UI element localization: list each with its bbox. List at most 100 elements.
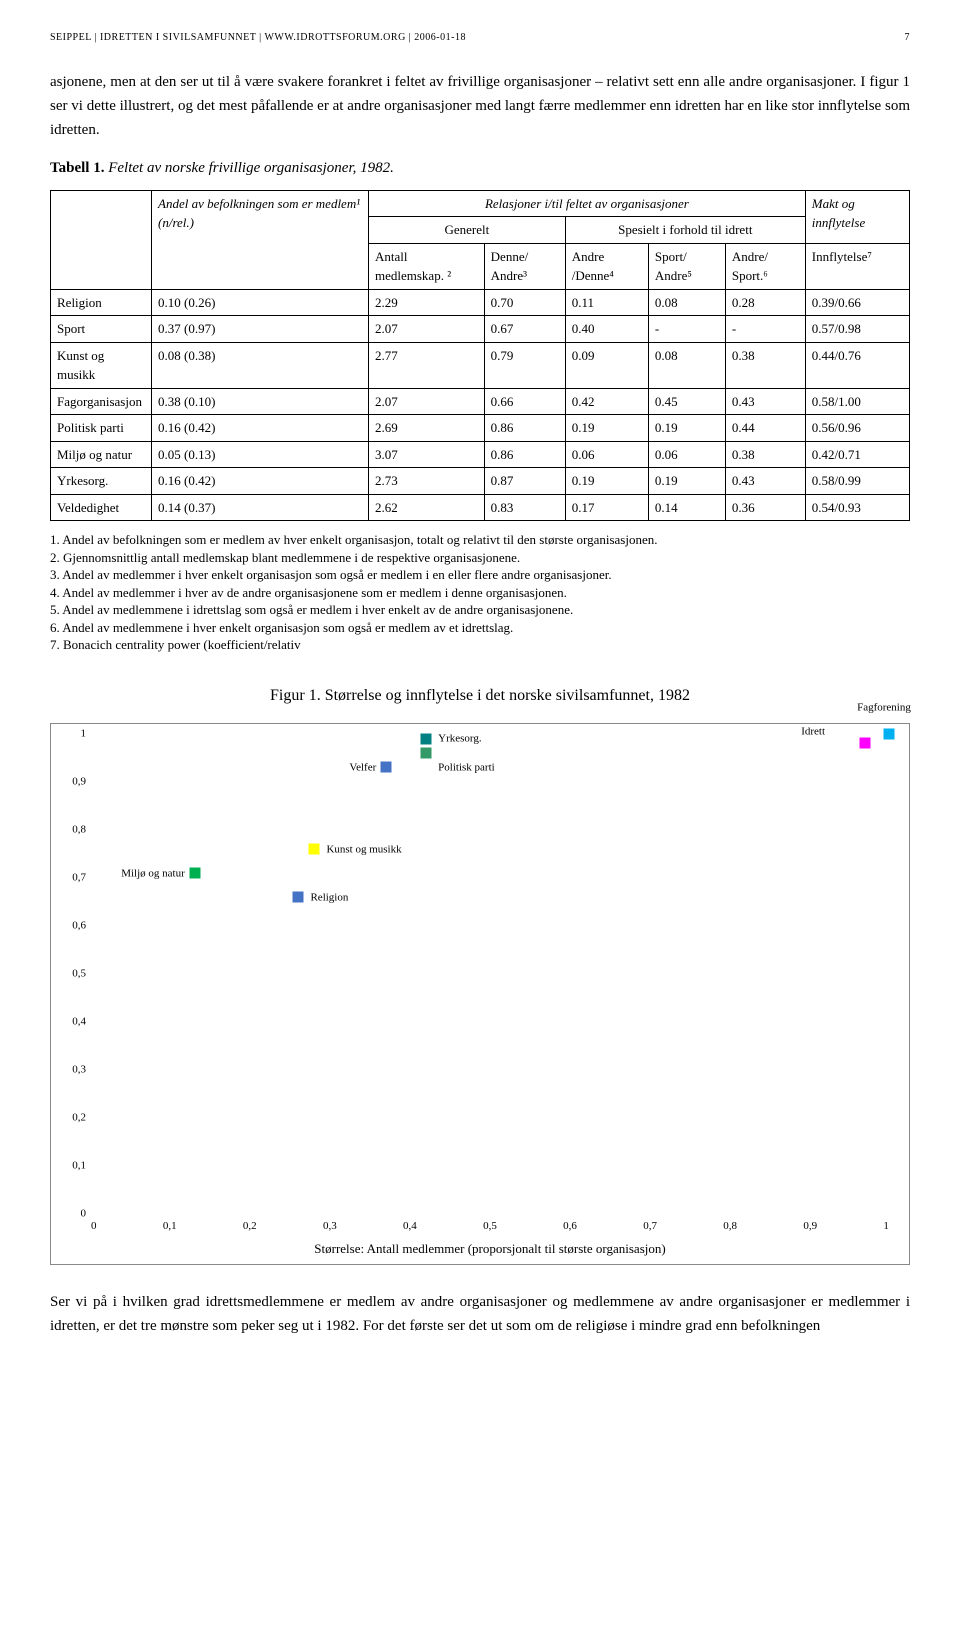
chart-marker-label: Kunst og musikk	[326, 841, 401, 858]
table-cell: 0.58/0.99	[805, 468, 909, 495]
table-cell: 0.14 (0.37)	[152, 494, 369, 521]
table-header-row-1: Andel av befolkningen som er medlem¹ (n/…	[51, 190, 910, 217]
chart-marker	[189, 868, 200, 879]
x-tick-label: 1	[883, 1218, 889, 1235]
col-innflytelse: Innflytelse⁷	[805, 243, 909, 289]
chart-marker-label: Politisk parti	[438, 759, 495, 776]
body-paragraph-1: asjonene, men at den ser ut til å være s…	[50, 70, 910, 142]
table-cell: 0.87	[484, 468, 565, 495]
table-cell: 0.06	[648, 441, 725, 468]
x-tick-label: 0,6	[563, 1218, 577, 1235]
table-cell: Veldedighet	[51, 494, 152, 521]
table-cell: 0.67	[484, 316, 565, 343]
col-header-andel: Andel av befolkningen som er medlem¹ (n/…	[152, 190, 369, 289]
table-cell: 0.08 (0.38)	[152, 342, 369, 388]
col-sub-generelt: Generelt	[369, 217, 566, 244]
chart-marker	[421, 748, 432, 759]
table-row: Miljø og natur0.05 (0.13)3.070.860.060.0…	[51, 441, 910, 468]
table-note: 6. Andel av medlemmene i hver enkelt org…	[50, 619, 910, 637]
table-cell: 0.42/0.71	[805, 441, 909, 468]
col-sport-andre: Sport/ Andre⁵	[648, 243, 725, 289]
y-tick-label: 1	[61, 726, 86, 743]
table-cell: 0.66	[484, 388, 565, 415]
table-cell: 0.44	[725, 415, 805, 442]
table-cell: Sport	[51, 316, 152, 343]
col-antall: Antall medlemskap. ²	[369, 243, 485, 289]
table-cell: 2.73	[369, 468, 485, 495]
table-cell: 0.38	[725, 342, 805, 388]
table-cell: 0.37 (0.97)	[152, 316, 369, 343]
y-tick-label: 0,5	[61, 966, 86, 983]
table-row: Fagorganisasjon0.38 (0.10)2.070.660.420.…	[51, 388, 910, 415]
table-note: 5. Andel av medlemmene i idrettslag som …	[50, 601, 910, 619]
x-tick-label: 0,5	[483, 1218, 497, 1235]
y-tick-label: 0,1	[61, 1158, 86, 1175]
table-cell: Kunst og musikk	[51, 342, 152, 388]
x-axis-ticks: 00,10,20,30,40,50,60,70,80,91	[91, 1218, 889, 1235]
table-cell: 0.43	[725, 468, 805, 495]
table-cell: 0.16 (0.42)	[152, 415, 369, 442]
table-cell: 0.38 (0.10)	[152, 388, 369, 415]
table-cell: 2.69	[369, 415, 485, 442]
table-cell: Yrkesorg.	[51, 468, 152, 495]
table-cell: 0.19	[648, 468, 725, 495]
table-cell: 0.09	[565, 342, 648, 388]
table-cell: Fagorganisasjon	[51, 388, 152, 415]
data-table: Andel av befolkningen som er medlem¹ (n/…	[50, 190, 910, 522]
table-row: Kunst og musikk0.08 (0.38)2.770.790.090.…	[51, 342, 910, 388]
table-title: Feltet av norske frivillige organisasjon…	[104, 160, 393, 176]
y-tick-label: 0,8	[61, 822, 86, 839]
x-tick-label: 0,9	[803, 1218, 817, 1235]
chart-marker	[421, 733, 432, 744]
table-cell: 2.29	[369, 289, 485, 316]
header-left: SEIPPEL | IDRETTEN I SIVILSAMFUNNET | WW…	[50, 30, 466, 45]
table-row: Sport0.37 (0.97)2.070.670.40--0.57/0.98	[51, 316, 910, 343]
table-cell: 0.39/0.66	[805, 289, 909, 316]
y-tick-label: 0,4	[61, 1014, 86, 1031]
chart-marker	[860, 738, 871, 749]
table-cell: -	[648, 316, 725, 343]
table-row: Veldedighet0.14 (0.37)2.620.830.170.140.…	[51, 494, 910, 521]
table-note: 3. Andel av medlemmer i hver enkelt orga…	[50, 566, 910, 584]
table-cell: 0.10 (0.26)	[152, 289, 369, 316]
col-sub-spesielt: Spesielt i forhold til idrett	[565, 217, 805, 244]
chart-marker-label: Religion	[310, 889, 348, 906]
table-cell: 0.19	[648, 415, 725, 442]
chart-marker-label: Yrkesorg.	[438, 730, 481, 747]
table-cell: 0.86	[484, 415, 565, 442]
y-tick-label: 0,9	[61, 774, 86, 791]
x-tick-label: 0	[91, 1218, 97, 1235]
table-cell: 0.36	[725, 494, 805, 521]
figure-title: Figur 1. Størrelse og innflytelse i det …	[50, 684, 910, 708]
table-cell: 0.45	[648, 388, 725, 415]
table-cell: 3.07	[369, 441, 485, 468]
table-cell: 0.14	[648, 494, 725, 521]
table-label: Tabell 1.	[50, 160, 104, 176]
table-cell: 0.05 (0.13)	[152, 441, 369, 468]
col-header-relasjoner: Relasjoner i/til feltet av organisasjone…	[369, 190, 806, 217]
x-tick-label: 0,3	[323, 1218, 337, 1235]
table-cell: 0.58/1.00	[805, 388, 909, 415]
chart-marker-label: Fagforening	[857, 700, 911, 717]
table-cell: 0.11	[565, 289, 648, 316]
table-cell: 0.44/0.76	[805, 342, 909, 388]
table-cell: 0.57/0.98	[805, 316, 909, 343]
col-header-makt: Makt og innflytelse	[805, 190, 909, 243]
table-row: Yrkesorg.0.16 (0.42)2.730.870.190.190.43…	[51, 468, 910, 495]
table-cell: 0.56/0.96	[805, 415, 909, 442]
table-cell: 2.77	[369, 342, 485, 388]
table-cell: 0.38	[725, 441, 805, 468]
body-paragraph-footer: Ser vi på i hvilken grad idrettsmedlemme…	[50, 1290, 910, 1338]
x-tick-label: 0,4	[403, 1218, 417, 1235]
x-tick-label: 0,7	[643, 1218, 657, 1235]
table-row: Politisk parti0.16 (0.42)2.690.860.190.1…	[51, 415, 910, 442]
table-cell: 0.83	[484, 494, 565, 521]
table-cell: 2.07	[369, 388, 485, 415]
table-cell: 2.62	[369, 494, 485, 521]
chart-marker	[293, 892, 304, 903]
y-tick-label: 0,3	[61, 1062, 86, 1079]
table-cell: Religion	[51, 289, 152, 316]
page-number: 7	[905, 30, 911, 45]
table-cell: 0.42	[565, 388, 648, 415]
scatter-chart: 00,10,20,30,40,50,60,70,80,91Miljø og na…	[50, 723, 910, 1265]
